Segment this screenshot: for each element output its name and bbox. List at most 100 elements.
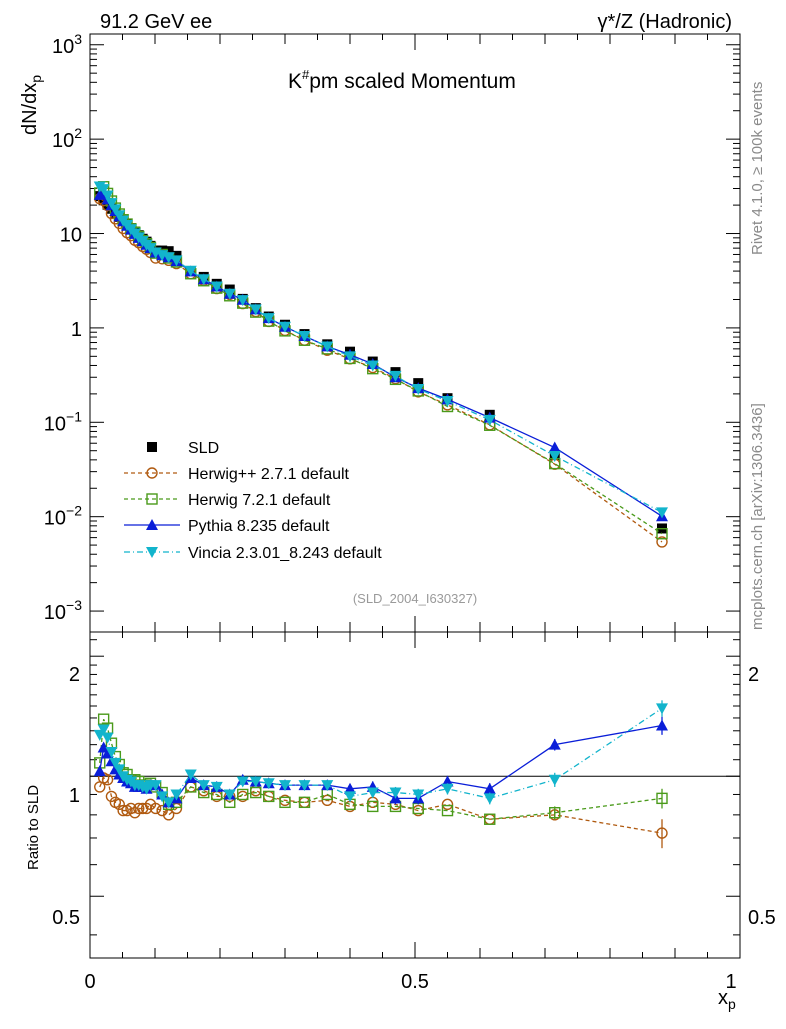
main-point-4-4 bbox=[109, 204, 122, 216]
ratio-point-3-34 bbox=[548, 738, 561, 750]
main-y-label: dN/dxp bbox=[19, 75, 44, 135]
main-ytick-exp-0: −3 bbox=[66, 597, 82, 613]
main-point-4-25 bbox=[279, 321, 291, 333]
main-point-1-35 bbox=[656, 536, 668, 548]
ratio-point-2-32 bbox=[441, 804, 454, 817]
title-main: K bbox=[288, 70, 302, 93]
ratio-point-4-22 bbox=[236, 776, 249, 788]
main-y-label-text: dN/dx bbox=[19, 83, 41, 135]
legend-marker-2 bbox=[146, 493, 158, 505]
ratio-point-4-20 bbox=[210, 781, 223, 793]
main-ytick-base-3: 1 bbox=[71, 319, 82, 341]
legend: SLD Herwig++ 2.7.1 default Herwig 7.2.1 … bbox=[124, 440, 382, 562]
main-series-layer bbox=[93, 181, 668, 548]
legend-pythia-label: Pythia 8.235 default bbox=[188, 518, 330, 535]
main-series-line-2 bbox=[99, 185, 663, 535]
main-point-4-29 bbox=[366, 360, 379, 372]
legend-herwig7-label: Herwig 7.2.1 default bbox=[188, 492, 331, 509]
ratio-ytick-left-2: 2 bbox=[69, 664, 80, 686]
legend-vincia-label: Vincia 2.3.01_8.243 default bbox=[188, 545, 382, 562]
x-tick-label-1: 1 bbox=[725, 971, 736, 993]
ratio-point-1-14 bbox=[149, 802, 162, 815]
ratio-y-label: Ratio to SLD bbox=[25, 785, 42, 870]
ratio-point-4-26 bbox=[298, 780, 311, 792]
main-series-line-4 bbox=[99, 185, 663, 513]
ratio-point-2-24 bbox=[263, 790, 275, 803]
ratio-point-1-10 bbox=[133, 802, 145, 815]
main-ytick-label-4: 10 bbox=[60, 225, 82, 247]
ratio-point-4-33 bbox=[483, 793, 496, 805]
ratio-point-4-23 bbox=[249, 776, 262, 788]
ratio-point-2-23 bbox=[250, 786, 262, 799]
main-ytick-base-6: 10 bbox=[52, 36, 74, 58]
ratio-point-4-15 bbox=[156, 791, 169, 803]
ratio-point-3-35 bbox=[656, 719, 668, 731]
main-point-2-35 bbox=[656, 528, 668, 540]
ratio-point-1-35 bbox=[656, 827, 668, 839]
legend-symbols bbox=[124, 442, 180, 558]
main-point-4-2 bbox=[101, 190, 114, 202]
main-series-4 bbox=[93, 181, 668, 519]
main-point-4-33 bbox=[483, 414, 496, 426]
ratio-point-4-27 bbox=[321, 780, 334, 792]
ratio-point-1-27 bbox=[321, 794, 333, 807]
main-point-4-18 bbox=[184, 265, 197, 277]
main-ytick-base-2: 10 bbox=[44, 413, 66, 435]
ratio-point-3-33 bbox=[483, 782, 496, 794]
main-ytick-exp-6: 3 bbox=[74, 31, 82, 47]
ratio-series-line-1 bbox=[99, 777, 663, 834]
legend-marker-0 bbox=[147, 442, 157, 452]
ratio-point-2-26 bbox=[298, 796, 311, 809]
header-process: γ*/Z (Hadronic) bbox=[598, 11, 732, 33]
main-panel-frame bbox=[89, 33, 741, 633]
main-series-line-1 bbox=[99, 198, 663, 543]
title-sup: # bbox=[302, 67, 310, 82]
ratio-point-4-32 bbox=[441, 783, 454, 795]
main-ytick-label-6: 103 bbox=[52, 31, 82, 58]
ratio-series-2 bbox=[94, 713, 668, 825]
main-ytick-label-0: 10−3 bbox=[44, 597, 82, 624]
ratio-point-4-1 bbox=[97, 724, 110, 736]
analysis-watermark: (SLD_2004_I630327) bbox=[353, 591, 477, 606]
main-point-4-31 bbox=[412, 384, 425, 396]
mcplots-label: mcplots.cern.ch [arXiv:1306.3436] bbox=[749, 403, 766, 630]
main-point-4-30 bbox=[389, 370, 402, 382]
ratio-point-4-17 bbox=[170, 789, 183, 801]
ratio-point-4-34 bbox=[548, 774, 561, 786]
main-point-4-20 bbox=[210, 281, 223, 293]
main-ytick-base-0: 10 bbox=[44, 602, 66, 624]
ratio-point-2-35 bbox=[656, 792, 668, 805]
ratio-point-4-16 bbox=[162, 797, 175, 809]
legend-marker-4 bbox=[146, 547, 158, 558]
ratio-point-4-25 bbox=[279, 780, 291, 792]
x-axis-label: xp bbox=[718, 987, 736, 1012]
main-ytick-base-5: 10 bbox=[52, 130, 74, 152]
ratio-point-1-2 bbox=[101, 774, 114, 786]
main-series-3 bbox=[93, 187, 668, 522]
main-ytick-base-4: 10 bbox=[60, 225, 82, 247]
main-ytick-label-3: 1 bbox=[71, 319, 82, 341]
main-point-4-35 bbox=[656, 507, 668, 519]
main-point-4-17 bbox=[170, 255, 183, 267]
ratio-point-4-35 bbox=[656, 703, 668, 715]
main-point-4-26 bbox=[298, 331, 311, 343]
main-ytick-label-1: 10−2 bbox=[44, 503, 82, 530]
ratio-point-2-25 bbox=[279, 796, 291, 809]
main-series-1 bbox=[94, 192, 668, 548]
ratio-series-line-2 bbox=[99, 718, 663, 820]
main-point-4-19 bbox=[197, 274, 210, 286]
main-point-4-24 bbox=[262, 313, 275, 325]
ratio-point-2-29 bbox=[367, 800, 379, 813]
ratio-point-3-0 bbox=[93, 765, 106, 777]
ratio-point-4-30 bbox=[389, 787, 402, 799]
ratio-point-2-33 bbox=[484, 813, 496, 825]
ratio-point-4-18 bbox=[184, 769, 197, 781]
main-point-4-21 bbox=[223, 288, 236, 300]
main-ytick-label-5: 102 bbox=[52, 125, 82, 152]
main-point-4-34 bbox=[548, 450, 561, 462]
ratio-point-3-28 bbox=[344, 782, 356, 794]
main-point-4-1 bbox=[97, 184, 110, 196]
ratio-ytick-right-2: 2 bbox=[748, 664, 759, 686]
